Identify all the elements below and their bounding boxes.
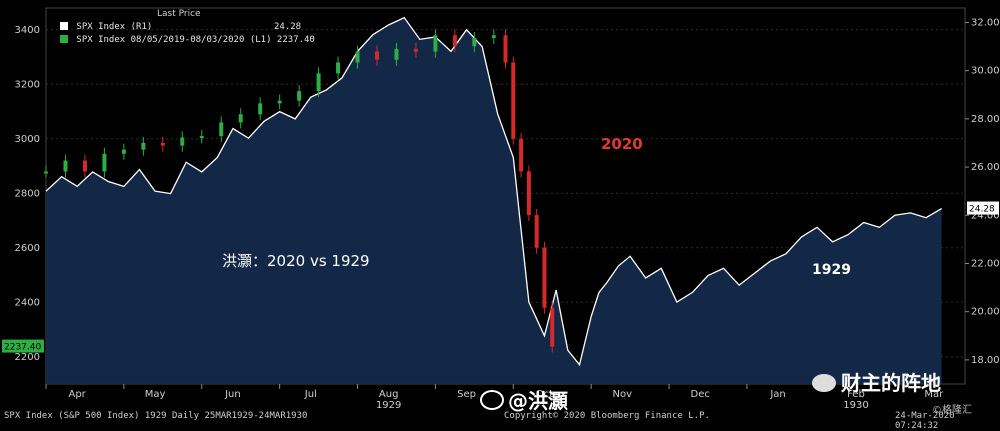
x-tick-label: Oct <box>536 389 553 400</box>
wechat-account: 财主的阵地 <box>841 371 941 395</box>
weibo-handle: @洪灝 <box>508 389 568 413</box>
area-1929 <box>46 17 942 385</box>
left-tick-label: 2800 <box>15 188 40 199</box>
candle-body <box>102 153 107 172</box>
candle-body <box>82 160 87 172</box>
left-tick-label: 2400 <box>15 297 40 308</box>
candle-body <box>44 171 48 174</box>
x-tick-label: Jul <box>304 389 317 400</box>
left-tick-label: 3000 <box>15 134 40 145</box>
footer-center: Copyright© 2020 Bloomberg Finance L.P. <box>504 411 710 421</box>
candle-body <box>472 37 477 47</box>
x-tick-label: Dec <box>691 389 710 400</box>
x-tick-label: Aug <box>379 389 399 400</box>
left-tick-label: 2200 <box>15 352 40 363</box>
candle-body <box>491 35 496 38</box>
right-tick-label: 24.00 <box>971 210 1000 221</box>
candle-body <box>199 136 204 139</box>
candle-body <box>63 160 68 172</box>
left-tick-label: 3200 <box>15 79 40 90</box>
legend-series1-label: SPX Index (R1) <box>76 22 153 32</box>
gelonghui-watermark: ©格隆汇 <box>932 405 972 416</box>
wechat-icon <box>812 374 836 392</box>
legend-series1: SPX Index (R1) 24.28 <box>60 22 301 32</box>
right-tick-label: 26.00 <box>971 162 1000 173</box>
x-tick-label: Sep <box>457 389 476 400</box>
annotation-1929: 1929 <box>812 262 851 278</box>
candle-body <box>141 142 146 150</box>
candle-body <box>394 48 399 60</box>
candle-body <box>316 73 321 92</box>
legend-series2-label: SPX Index 08/05/2019-08/03/2020 (L1) <box>76 35 272 45</box>
candle-body <box>297 91 302 101</box>
legend-series2-value: 2237.40 <box>276 35 315 45</box>
left-value-badge-text: 2237.40 <box>4 343 41 353</box>
x-tick-label: Apr <box>68 389 86 400</box>
footer-left: SPX Index (S&P 500 Index) 1929 Daily 25M… <box>4 411 308 421</box>
candle-body <box>180 137 185 146</box>
legend-title: Last Price <box>157 9 201 19</box>
annotation-title: 洪灝：2020 vs 1929 <box>222 252 370 270</box>
footer: SPX Index (S&P 500 Index) 1929 Daily 25M… <box>0 410 1000 431</box>
x-year-label: 1929 <box>376 400 401 411</box>
candle-body <box>503 35 508 63</box>
legend-swatch-white <box>60 22 68 30</box>
candle-body <box>160 142 165 146</box>
line-1929 <box>45 16 942 367</box>
candle-body <box>355 51 360 63</box>
left-value-badge <box>2 339 44 353</box>
weibo-watermark: @洪灝 <box>480 385 568 414</box>
x-tick-label: Jan <box>769 389 785 400</box>
x-year-label: 1930 <box>843 400 868 411</box>
x-tick-label: May <box>145 389 166 400</box>
left-tick-label: 2600 <box>15 243 40 254</box>
left-tick-label: 3400 <box>15 25 40 36</box>
right-tick-label: 18.00 <box>971 355 1000 366</box>
candle-body <box>258 103 263 115</box>
candle-body <box>519 138 524 172</box>
candle-body <box>238 114 243 123</box>
annotation-2020: 2020 <box>601 135 643 153</box>
x-tick-label: Feb <box>847 389 865 400</box>
right-tick-label: 32.00 <box>971 17 1000 28</box>
x-tick-label: Nov <box>613 389 633 400</box>
legend-swatch-green <box>60 35 68 43</box>
candle-body <box>452 35 457 47</box>
candle-body <box>374 51 379 60</box>
footer-right: 24-Mar-2020 07:24:32 <box>895 411 955 431</box>
candle-body <box>542 247 547 308</box>
candle-body <box>336 62 341 74</box>
candle-body <box>526 171 531 216</box>
right-value-badge-text: 24.28 <box>969 205 995 215</box>
right-tick-label: 20.00 <box>971 307 1000 318</box>
candle-body <box>277 100 282 104</box>
right-tick-label: 22.00 <box>971 258 1000 269</box>
candle-body <box>534 215 539 248</box>
candle-body <box>121 149 126 154</box>
x-tick-label: Mar <box>924 389 944 400</box>
wechat-watermark: 财主的阵地 <box>812 367 941 396</box>
candle-body <box>219 122 224 137</box>
right-tick-label: 28.00 <box>971 114 1000 125</box>
legend-series1-value: 24.28 <box>274 22 302 32</box>
weibo-icon <box>480 390 504 410</box>
right-tick-label: 30.00 <box>971 66 1000 77</box>
candle-body <box>550 307 555 347</box>
candle-body <box>433 35 438 52</box>
legend-series2: SPX Index 08/05/2019-08/03/2020 (L1) 223… <box>60 35 315 45</box>
candle-body <box>413 48 418 52</box>
x-tick-label: Jun <box>224 389 241 400</box>
candle-body <box>511 62 516 139</box>
right-value-badge <box>967 201 999 215</box>
